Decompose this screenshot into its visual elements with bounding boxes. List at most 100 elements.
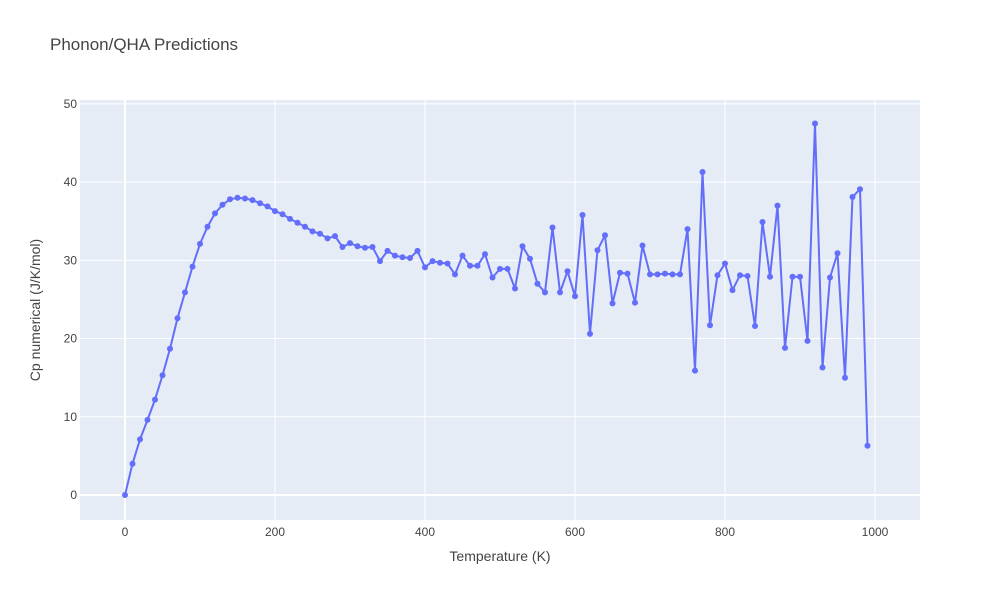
y-tick-label: 40 — [64, 175, 78, 189]
data-point — [789, 273, 796, 280]
data-point — [812, 120, 818, 127]
data-point — [369, 244, 376, 250]
data-point — [339, 244, 346, 250]
data-point — [647, 271, 653, 278]
data-point — [152, 396, 158, 403]
data-point — [729, 287, 736, 294]
data-point — [294, 219, 301, 226]
data-point — [797, 273, 803, 280]
data-point — [384, 247, 391, 254]
data-point — [272, 208, 278, 215]
data-point — [452, 271, 458, 278]
data-point — [624, 270, 631, 277]
data-point — [662, 270, 668, 277]
data-point — [467, 262, 473, 269]
y-tick-label: 10 — [64, 410, 78, 424]
data-point — [557, 289, 563, 296]
data-point — [842, 374, 848, 381]
data-point — [497, 265, 503, 272]
plot-area[interactable] — [80, 100, 920, 520]
x-tick-label: 0 — [122, 525, 129, 539]
data-point — [227, 196, 233, 203]
data-point — [474, 262, 481, 269]
data-point — [857, 186, 863, 193]
x-tick-label: 200 — [265, 525, 285, 539]
data-point — [632, 299, 638, 306]
data-point — [287, 215, 293, 222]
data-point — [827, 274, 833, 281]
data-point — [167, 345, 173, 352]
data-point — [534, 280, 541, 287]
x-tick-label: 1000 — [862, 525, 889, 539]
data-point — [722, 260, 728, 267]
data-point — [144, 416, 151, 423]
data-point — [332, 233, 338, 240]
data-point — [212, 210, 218, 217]
data-point — [122, 492, 128, 498]
data-point — [159, 372, 166, 379]
data-point — [174, 315, 181, 322]
data-point — [189, 263, 196, 270]
data-point — [549, 224, 556, 231]
x-tick-label: 800 — [715, 525, 735, 539]
data-point — [512, 285, 518, 292]
y-tick-label: 0 — [70, 488, 77, 502]
data-point — [774, 202, 781, 209]
data-point — [422, 264, 428, 271]
data-point — [279, 211, 286, 218]
y-tick-labels: 0 10 20 30 40 50 — [64, 97, 78, 502]
data-point — [219, 201, 226, 208]
series-line-group — [124, 122, 869, 496]
series-line — [124, 122, 869, 496]
x-axis-title: Temperature (K) — [449, 548, 550, 564]
data-point — [759, 219, 766, 225]
data-point — [849, 194, 856, 200]
data-point — [579, 212, 586, 218]
data-point — [324, 235, 331, 242]
data-point — [302, 223, 308, 230]
data-point — [804, 337, 811, 344]
y-axis-title: Cp numerical (J/K/mol) — [27, 239, 43, 381]
data-point — [587, 330, 593, 337]
data-point — [864, 442, 871, 449]
data-point — [542, 289, 548, 296]
data-point — [429, 258, 436, 265]
data-point — [249, 197, 256, 204]
data-point — [257, 200, 263, 207]
data-point — [407, 255, 413, 261]
data-point — [684, 226, 691, 233]
data-point — [699, 169, 706, 175]
data-point — [129, 460, 136, 467]
data-point — [489, 274, 496, 281]
data-point — [414, 247, 421, 254]
data-point — [714, 272, 721, 279]
data-point — [677, 271, 683, 278]
data-point — [819, 364, 826, 371]
data-point — [354, 243, 361, 250]
data-point — [572, 293, 578, 300]
x-tick-label: 600 — [565, 525, 585, 539]
data-point — [744, 273, 751, 279]
data-point — [737, 272, 743, 279]
data-point — [527, 255, 533, 262]
data-point — [437, 259, 443, 266]
data-point — [234, 194, 241, 201]
data-point — [242, 195, 248, 202]
data-point — [347, 240, 353, 247]
data-point — [519, 243, 526, 250]
data-point — [317, 230, 323, 237]
data-point — [594, 247, 601, 254]
data-point — [564, 268, 571, 275]
data-point — [654, 271, 661, 278]
data-point — [609, 300, 616, 307]
data-point — [377, 258, 383, 265]
data-point — [197, 240, 203, 247]
data-point — [752, 323, 758, 329]
series-points-group — [122, 120, 871, 498]
data-point — [782, 344, 788, 351]
data-point — [639, 242, 646, 249]
data-point — [617, 269, 623, 276]
data-point — [137, 436, 143, 443]
x-tick-labels: 0 200 400 600 800 1000 — [122, 525, 889, 539]
data-point — [767, 273, 773, 280]
